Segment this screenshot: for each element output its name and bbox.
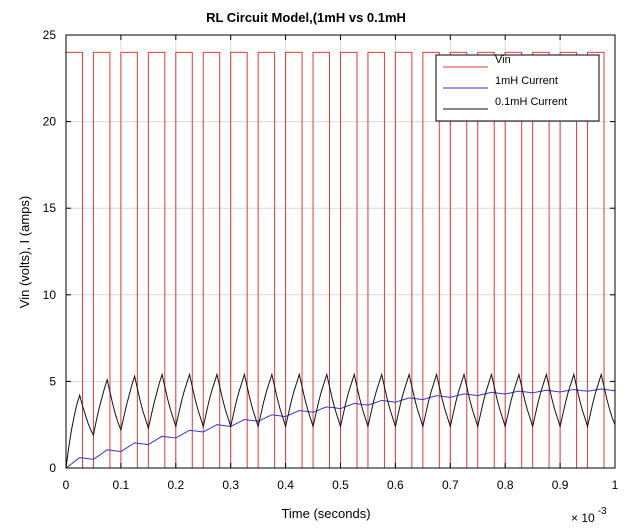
legend-01mh-current-label: 0.1mH Current xyxy=(495,96,567,108)
current-1mh-line xyxy=(65,388,616,469)
legend: Vin 1mH Current 0.1mH Current xyxy=(435,54,600,122)
current-01mh-line xyxy=(65,372,616,469)
legend-vin-label: Vin xyxy=(495,54,511,66)
x-tick-label: 0.8 xyxy=(497,478,514,492)
x-axis-label: Time (seconds) xyxy=(281,506,370,521)
y-tick-label: 0 xyxy=(49,461,56,475)
x-tick-label: 1 xyxy=(612,478,619,492)
y-axis-label: Vin (volts), I (amps) xyxy=(17,196,32,308)
x-tick-label: 0.2 xyxy=(167,478,184,492)
x-axis-exponent-base: × 10 xyxy=(571,511,595,525)
x-tick-label: 0.1 xyxy=(113,478,130,492)
y-tick-label: 25 xyxy=(43,28,57,42)
x-tick-label: 0.7 xyxy=(442,478,459,492)
x-axis-exponent-power: -3 xyxy=(598,506,607,517)
chart-title: RL Circuit Model,(1mH vs 0.1mH xyxy=(206,10,406,25)
y-tick-label: 5 xyxy=(49,374,56,388)
x-tick-label: 0.9 xyxy=(552,478,569,492)
x-tick-label: 0 xyxy=(63,478,70,492)
y-tick-label: 10 xyxy=(43,288,57,302)
x-tick-label: 0.4 xyxy=(277,478,294,492)
legend-1mh-current-label: 1mH Current xyxy=(495,75,558,87)
y-tick-label: 20 xyxy=(43,115,57,129)
x-tick-label: 0.6 xyxy=(387,478,404,492)
x-tick-label: 0.5 xyxy=(332,478,349,492)
y-tick-label: 15 xyxy=(43,201,57,215)
x-axis-exponent: × 10 -3 xyxy=(571,506,607,525)
x-tick-label: 0.3 xyxy=(222,478,239,492)
